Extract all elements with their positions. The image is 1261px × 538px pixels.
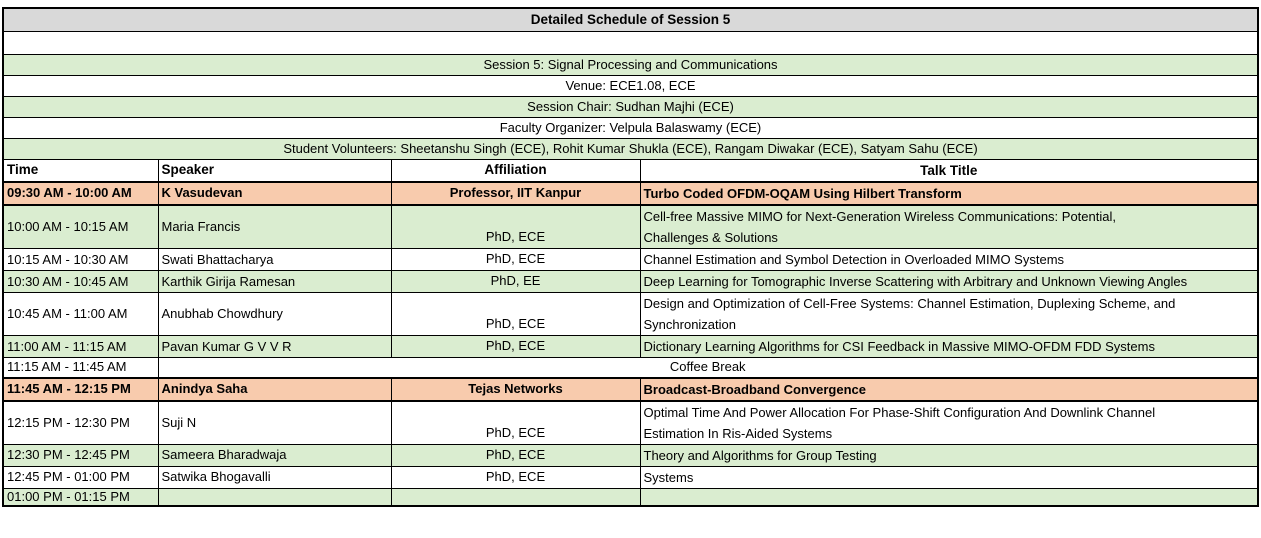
schedule-row: 12:45 PM - 01:00 PM Satwika Bhogavalli PhD… (2, 465, 1259, 489)
column-header-row: Time Speaker Affiliation Talk Title (2, 158, 1259, 182)
schedule-row: 10:30 AM - 10:45 AM Karthik Girija Ramesa… (2, 270, 1259, 293)
cell-affiliation (390, 487, 641, 506)
column-header-speaker: Speaker (157, 158, 392, 182)
cell-talk-title: Systems (639, 465, 1259, 489)
cell-affiliation: PhD, ECE (390, 400, 641, 445)
student-volunteers: Student Volunteers: Sheetanshu Singh (EC… (2, 137, 1259, 160)
schedule-row: 12:15 PM - 12:30 PM Suji N PhD, ECE Optimal… (2, 400, 1259, 445)
cell-talk-title: Optimal Time And Power Allocation For Ph… (639, 400, 1259, 445)
cell-affiliation: PhD, ECE (390, 204, 641, 249)
schedule-row: 10:45 AM - 11:00 AM Anubhab Chowdhury PhD,… (2, 292, 1259, 336)
cell-time: 12:30 PM - 12:45 PM (2, 443, 159, 467)
cell-speaker: Karthik Girija Ramesan (157, 270, 392, 293)
session-name-row: Session 5: Signal Processing and Communi… (2, 53, 1259, 76)
cell-speaker: K Vasudevan (157, 180, 392, 206)
column-header-talk-title: Talk Title (639, 158, 1259, 182)
cell-speaker: Anubhab Chowdhury (157, 292, 392, 336)
cell-speaker: Maria Francis (157, 204, 392, 249)
schedule-row: 10:00 AM - 10:15 AM Maria Francis PhD, ECE… (2, 204, 1259, 249)
cell-time: 10:30 AM - 10:45 AM (2, 270, 159, 293)
spacer-row (2, 30, 1259, 55)
sheet-title-row: Detailed Schedule of Session 5 (2, 7, 1259, 32)
cell-affiliation: PhD, ECE (390, 335, 641, 358)
cell-time: 10:45 AM - 11:00 AM (2, 292, 159, 336)
cell-affiliation: PhD, ECE (390, 292, 641, 336)
cell-speaker: Sameera Bharadwaja (157, 443, 392, 467)
cell-speaker: Satwika Bhogavalli (157, 465, 392, 489)
cell-affiliation: PhD, EE (390, 270, 641, 293)
cell-time: 10:00 AM - 10:15 AM (2, 204, 159, 249)
cell-speaker (157, 487, 392, 506)
cell-time: 12:15 PM - 12:30 PM (2, 400, 159, 445)
cell-time: 01:00 PM - 01:15 PM (2, 487, 159, 506)
schedule-row: 11:15 AM - 11:45 AM Coffee Break (2, 357, 1259, 378)
session-chair: Session Chair: Sudhan Majhi (ECE) (2, 95, 1259, 118)
cell-speaker: Suji N (157, 400, 392, 445)
schedule-row: 11:00 AM - 11:15 AM Pavan Kumar G V V R Ph… (2, 335, 1259, 358)
venue-row: Venue: ECE1.08, ECE (2, 74, 1259, 97)
cell-talk-title: Turbo Coded OFDM-OQAM Using Hilbert Tran… (639, 180, 1259, 206)
spacer-cell (2, 30, 1259, 55)
cell-affiliation: PhD, ECE (390, 465, 641, 489)
cell-speaker: Anindya Saha (157, 376, 392, 402)
schedule-row: 12:30 PM - 12:45 PM Sameera Bharadwaja PhD… (2, 443, 1259, 467)
cell-affiliation: PhD, ECE (390, 443, 641, 467)
cell-time: 10:15 AM - 10:30 AM (2, 248, 159, 271)
schedule-row: 01:00 PM - 01:15 PM (2, 487, 1259, 506)
cell-talk-title: Design and Optimization of Cell-Free Sys… (639, 292, 1259, 336)
faculty-organizer-row: Faculty Organizer: Velpula Balaswamy (EC… (2, 116, 1259, 139)
schedule-sheet: Detailed Schedule of Session 5 Session 5… (2, 7, 1259, 507)
schedule-body: 09:30 AM - 10:00 AM K Vasudevan Professor,… (2, 180, 1259, 506)
cell-break-label: Coffee Break (157, 357, 1259, 378)
cell-talk-title: Broadcast-Broadband Convergence (639, 376, 1259, 402)
schedule-table: Detailed Schedule of Session 5 Session 5… (2, 7, 1259, 507)
session-chair-row: Session Chair: Sudhan Majhi (ECE) (2, 95, 1259, 118)
schedule-row: 10:15 AM - 10:30 AM Swati Bhattacharya PhD… (2, 248, 1259, 271)
cell-speaker: Swati Bhattacharya (157, 248, 392, 271)
column-header-time: Time (2, 158, 159, 182)
cell-talk-title: Channel Estimation and Symbol Detection … (639, 248, 1259, 271)
venue: Venue: ECE1.08, ECE (2, 74, 1259, 97)
cell-affiliation: Professor, IIT Kanpur (390, 180, 641, 206)
schedule-row: 11:45 AM - 12:15 PM Anindya Saha Tejas Net… (2, 376, 1259, 402)
cell-talk-title (639, 487, 1259, 506)
cell-affiliation: PhD, ECE (390, 248, 641, 271)
column-header-affiliation: Affiliation (390, 158, 641, 182)
cell-talk-title: Cell-free Massive MIMO for Next-Generati… (639, 204, 1259, 249)
session-name: Session 5: Signal Processing and Communi… (2, 53, 1259, 76)
cell-talk-title: Deep Learning for Tomographic Inverse Sc… (639, 270, 1259, 293)
cell-time: 12:45 PM - 01:00 PM (2, 465, 159, 489)
cell-talk-title: Dictionary Learning Algorithms for CSI F… (639, 335, 1259, 358)
cell-speaker: Pavan Kumar G V V R (157, 335, 392, 358)
cell-time: 09:30 AM - 10:00 AM (2, 180, 159, 206)
student-volunteers-row: Student Volunteers: Sheetanshu Singh (EC… (2, 137, 1259, 160)
schedule-row: 09:30 AM - 10:00 AM K Vasudevan Professor,… (2, 180, 1259, 206)
faculty-organizer: Faculty Organizer: Velpula Balaswamy (EC… (2, 116, 1259, 139)
cell-time: 11:15 AM - 11:45 AM (2, 357, 159, 378)
cell-affiliation: Tejas Networks (390, 376, 641, 402)
page-title: Detailed Schedule of Session 5 (2, 7, 1259, 32)
cell-time: 11:45 AM - 12:15 PM (2, 376, 159, 402)
cell-talk-title: Theory and Algorithms for Group Testing (639, 443, 1259, 467)
cell-time: 11:00 AM - 11:15 AM (2, 335, 159, 358)
